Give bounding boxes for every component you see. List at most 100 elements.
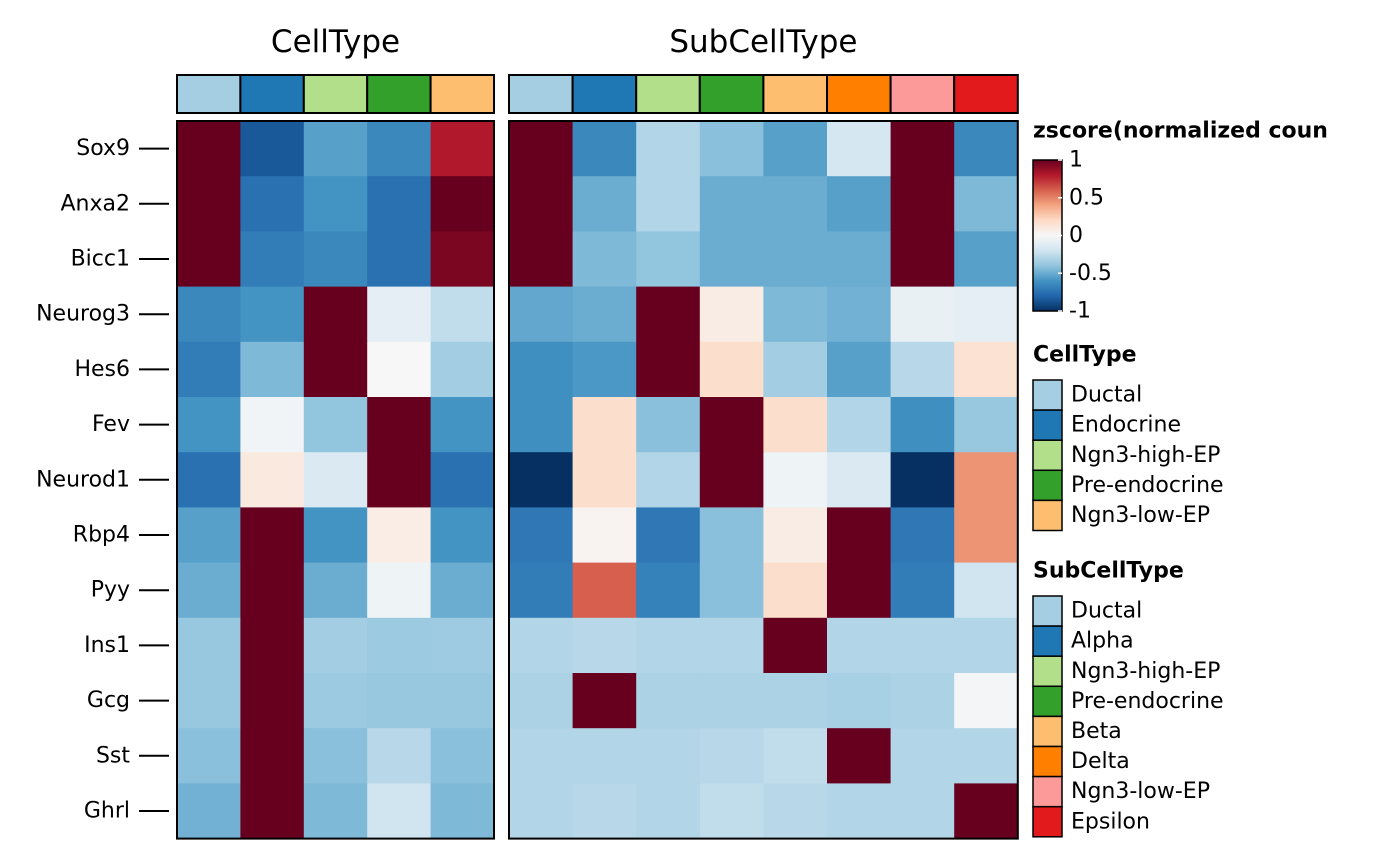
legend-item-label: Epsilon	[1071, 809, 1150, 834]
heatmap-cell	[763, 507, 828, 564]
gene-label: Sst	[96, 743, 130, 768]
gene-label: Hes6	[74, 357, 130, 382]
legend-title: zscore(normalized coun	[1033, 119, 1328, 144]
heatmap-cell	[890, 121, 955, 177]
gene-label: Bicc1	[71, 247, 130, 272]
heatmap-cell	[303, 673, 368, 729]
heatmap-cell	[827, 452, 892, 508]
heatmap-cell	[303, 728, 368, 784]
heatmap-cell	[303, 121, 368, 177]
heatmap-cell	[177, 728, 241, 784]
annotation-cell	[176, 74, 242, 114]
heatmap-cell	[890, 286, 955, 343]
heatmap-cell	[890, 231, 955, 288]
colorbar-tick-label: 0	[1069, 223, 1083, 248]
gene-label: Neurog3	[36, 302, 130, 327]
legend-item-label: Ngn3-high-EP	[1071, 659, 1220, 684]
heatmap-cell	[572, 728, 637, 784]
heatmap-cell	[177, 562, 241, 619]
heatmap-cell	[827, 507, 892, 564]
heatmap-cell	[890, 507, 955, 564]
heatmap-cell	[367, 507, 432, 564]
heatmap-cell	[699, 176, 764, 232]
legend-item-label: Ngn3-high-EP	[1071, 443, 1220, 468]
heatmap-cell	[827, 397, 892, 453]
heatmap-cell	[177, 231, 241, 288]
legend-swatch	[1032, 655, 1063, 688]
heatmap-cell	[827, 617, 892, 674]
heatmap-cell	[954, 783, 1019, 840]
heatmap-cell	[890, 341, 955, 398]
legend-swatch	[1032, 805, 1063, 838]
heatmap-cell	[699, 673, 764, 729]
heatmap-cell	[430, 783, 495, 840]
heatmap-cell	[827, 728, 892, 784]
legend-item-label: Ductal	[1071, 383, 1142, 408]
annotation-cell	[508, 74, 574, 114]
annotation-cell	[826, 74, 892, 114]
heatmap-cell	[572, 507, 637, 564]
heatmap-cell	[954, 341, 1019, 398]
heatmap-cell	[827, 341, 892, 398]
heatmap-cell	[890, 397, 955, 453]
heatmap-cell	[763, 452, 828, 508]
annotation-cell	[571, 74, 638, 114]
heatmap-cell	[827, 783, 892, 840]
legend-item-label: Endocrine	[1071, 413, 1181, 438]
annotation-cell	[635, 74, 701, 114]
heatmap-cell	[572, 783, 637, 840]
heatmap-cell	[177, 341, 241, 398]
heatmap-cell	[954, 121, 1019, 177]
annotation-cell	[953, 74, 1019, 114]
colorbar-tick-label: -1	[1069, 299, 1091, 324]
heatmap-cell	[509, 286, 574, 343]
heatmap-cell	[303, 286, 368, 343]
heatmap-cell	[827, 286, 892, 343]
gene-label: Fev	[92, 412, 130, 437]
legend-item-label: Ductal	[1071, 599, 1142, 624]
heatmap-cell	[636, 341, 701, 398]
heatmap-cell	[699, 341, 764, 398]
heatmap-cell	[177, 507, 241, 564]
colorbar	[1032, 159, 1063, 312]
heatmap-cell	[890, 617, 955, 674]
legend-swatch	[1032, 409, 1063, 441]
colorbar-tick-label: -0.5	[1069, 261, 1112, 286]
heatmap-cell	[240, 673, 305, 729]
heatmap-cell	[699, 231, 764, 288]
legend-swatch	[1032, 685, 1063, 718]
legend-swatch	[1032, 499, 1063, 532]
heatmap-cell	[827, 121, 892, 177]
heatmap-cell	[699, 397, 764, 453]
gene-label: Gcg	[87, 688, 130, 713]
heatmap-panel-border	[508, 120, 1019, 840]
heatmap-cell	[890, 176, 955, 232]
heatmap-cell	[367, 121, 432, 177]
heatmap-cell	[636, 783, 701, 840]
heatmap-cell	[240, 617, 305, 674]
heatmap-cell	[572, 286, 637, 343]
heatmap-cell	[954, 562, 1019, 619]
heatmap-cell	[763, 562, 828, 619]
legend-swatch	[1032, 379, 1063, 411]
heatmap-panel-border	[176, 120, 495, 840]
heatmap-cell	[827, 562, 892, 619]
heatmap-cell	[240, 783, 305, 840]
heatmap-cell	[636, 507, 701, 564]
heatmap-cell	[240, 121, 305, 177]
heatmap-cell	[763, 397, 828, 453]
heatmap-cell	[954, 507, 1019, 564]
heatmap-cell	[572, 617, 637, 674]
heatmap-cell	[430, 341, 495, 398]
legend-item-label: Ngn3-low-EP	[1071, 779, 1210, 804]
annotation-legend-title: SubCellType	[1033, 559, 1184, 584]
heatmap-cell	[367, 286, 432, 343]
heatmap-cell	[890, 562, 955, 619]
legend-swatch	[1032, 469, 1063, 502]
gene-label: Anxa2	[61, 191, 131, 216]
heatmap-cell	[954, 452, 1019, 508]
heatmap-cell	[509, 341, 574, 398]
heatmap-cell	[240, 507, 305, 564]
heatmap-cell	[509, 783, 574, 840]
